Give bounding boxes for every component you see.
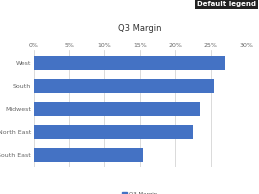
- Legend: Q3 Margin: Q3 Margin: [121, 191, 159, 194]
- Bar: [34, 79, 214, 93]
- Title: Q3 Margin: Q3 Margin: [118, 24, 162, 33]
- Bar: [34, 56, 225, 69]
- Bar: [34, 148, 143, 162]
- Text: Default legend: Default legend: [197, 1, 256, 7]
- Bar: [34, 125, 193, 139]
- Bar: [34, 102, 200, 116]
